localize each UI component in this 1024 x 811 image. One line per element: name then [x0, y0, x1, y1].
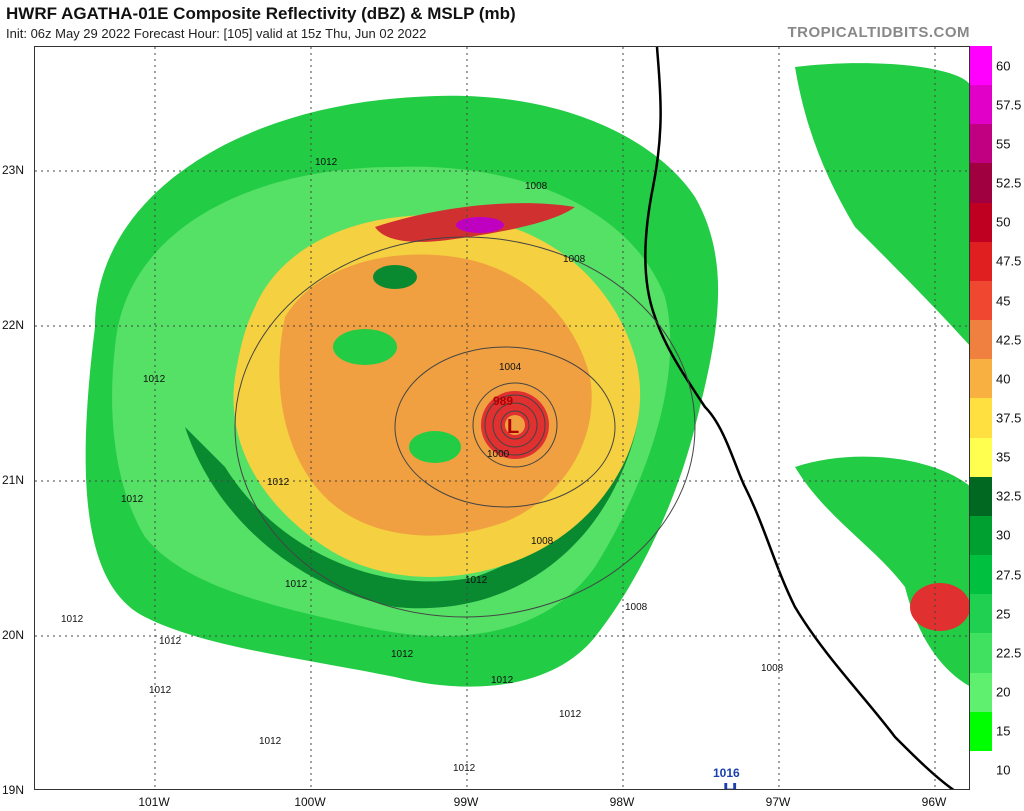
- isobar-label: 1012: [453, 763, 476, 774]
- colorbar-segment: [970, 594, 992, 634]
- colorbar-segment: [970, 280, 992, 321]
- isobar-label: 1012: [143, 374, 166, 385]
- isobar-label: 1012: [491, 675, 514, 686]
- lat-label-22n: 22N: [2, 318, 25, 332]
- colorbar-label: 22.5: [996, 645, 1022, 661]
- isobar-label: 1012: [159, 636, 182, 647]
- colorbar-segment: [970, 241, 992, 281]
- colorbar-label: 52.5: [996, 175, 1022, 191]
- isobar-label: 1012: [121, 494, 144, 505]
- rain-band-dark: [185, 377, 639, 609]
- colorbar-label: 55: [996, 136, 1011, 152]
- lon-label-97w: 97W: [765, 795, 791, 809]
- colorbar-label: 15: [996, 723, 1011, 739]
- high-pressure-value: 1016: [713, 766, 740, 780]
- grid: [35, 47, 969, 789]
- lon-label-98w: 98W: [609, 795, 635, 809]
- colorbar-label: 50: [996, 214, 1011, 230]
- isobar-label: 1012: [61, 614, 84, 625]
- lon-label-100w: 100W: [294, 795, 326, 809]
- heavy-cell-southeast: [910, 583, 969, 631]
- isobar-label: 1012: [391, 649, 414, 660]
- colorbar-label: 27.5: [996, 567, 1022, 583]
- colorbar-label: 37.5: [996, 410, 1022, 426]
- dry-slot-2: [409, 431, 461, 463]
- colorbar-label: 32.5: [996, 488, 1022, 504]
- isobar-label: 1012: [149, 685, 172, 696]
- isobar-label: 1004: [499, 362, 522, 373]
- colorbar-label: 47.5: [996, 253, 1022, 269]
- isobar-label: 1008: [625, 602, 648, 613]
- lon-label-101w: 101W: [138, 795, 170, 809]
- isobar-label: 1012: [259, 736, 282, 747]
- brand-watermark: TROPICALTIDBITS.COM: [787, 24, 970, 41]
- map-canvas: 1012 1008 1004 1000 1008 1012 1012 1012 …: [35, 47, 969, 790]
- isobars: [234, 236, 696, 618]
- rain-patch-east: [795, 63, 969, 345]
- colorbar-segment: [970, 515, 992, 556]
- map-title: HWRF AGATHA-01E Composite Reflectivity (…: [6, 4, 516, 23]
- isobar-label: 1012: [285, 579, 308, 590]
- colorbar-segment: [970, 750, 992, 790]
- lat-label-21n: 21N: [2, 473, 25, 487]
- colorbar-segment: [970, 124, 992, 164]
- colorbar-labels: 60 57.5 55 52.5 50 47.5 45 42.5 40 37.5 35 32.5 30 27…: [992, 46, 1024, 790]
- isobar-label: 1008: [761, 663, 784, 674]
- isobar-label: 1008: [531, 536, 554, 547]
- colorbar-segment: [970, 711, 992, 751]
- reflectivity-map: 1012 1008 1004 1000 1008 1012 1012 1012 …: [34, 46, 970, 790]
- colorbar-label: 20: [996, 684, 1011, 700]
- dry-slot-1: [333, 329, 397, 365]
- map-subtitle: Init: 06z May 29 2022 Forecast Hour: [10…: [6, 26, 427, 41]
- colorbar-segment: [970, 85, 992, 125]
- colorbar-segment: [970, 437, 992, 477]
- colorbar-label: 42.5: [996, 332, 1022, 348]
- isobar-label: 1008: [563, 254, 586, 265]
- colorbar-label: 10: [996, 762, 1011, 778]
- lon-label-99w: 99W: [453, 795, 479, 809]
- colorbar-segment: [970, 320, 992, 360]
- colorbar-segment: [970, 555, 992, 595]
- intense-cell-north: [456, 217, 504, 233]
- colorbar-label: 57.5: [996, 97, 1022, 113]
- isobar-label: 1012: [465, 575, 488, 586]
- colorbar-segment: [970, 359, 992, 399]
- colorbar-label: 45: [996, 293, 1011, 309]
- reflectivity-colorbar: [970, 46, 992, 790]
- eye: [505, 415, 525, 435]
- low-pressure-letter: L: [507, 416, 519, 438]
- low-pressure-value: 989: [493, 394, 513, 408]
- colorbar-segment: [970, 46, 992, 86]
- isobar-label: 1012: [267, 477, 290, 488]
- rain-patch-southeast: [795, 456, 969, 686]
- colorbar-label: 30: [996, 527, 1011, 543]
- colorbar-segment: [970, 633, 992, 673]
- coastline: [644, 47, 955, 789]
- rain-band-orange: [279, 254, 592, 536]
- lat-label-19n: 19N: [2, 783, 25, 797]
- colorbar-label: 35: [996, 449, 1011, 465]
- colorbar-segment: [970, 202, 992, 242]
- colorbar-label: 60: [996, 58, 1011, 74]
- dry-slot-3: [373, 265, 417, 289]
- colorbar-segment: [970, 476, 992, 516]
- colorbar-segment: [970, 398, 992, 438]
- colorbar-segment: [970, 163, 992, 203]
- colorbar-label: 40: [996, 371, 1011, 387]
- isobar-label: 1012: [315, 157, 338, 168]
- isobar-label: 1012: [559, 709, 582, 720]
- isobar-label: 1000: [487, 449, 510, 460]
- colorbar-segment: [970, 672, 992, 712]
- colorbar-label: 25: [996, 606, 1011, 622]
- lon-label-96w: 96W: [921, 795, 947, 809]
- lat-label-23n: 23N: [2, 163, 25, 177]
- isobar-label: 1008: [525, 181, 548, 192]
- isobar-labels: 1012 1008 1004 1000 1008 1012 1012 1012 …: [61, 157, 784, 774]
- high-pressure-letter: H: [723, 780, 737, 790]
- lat-label-20n: 20N: [2, 628, 25, 642]
